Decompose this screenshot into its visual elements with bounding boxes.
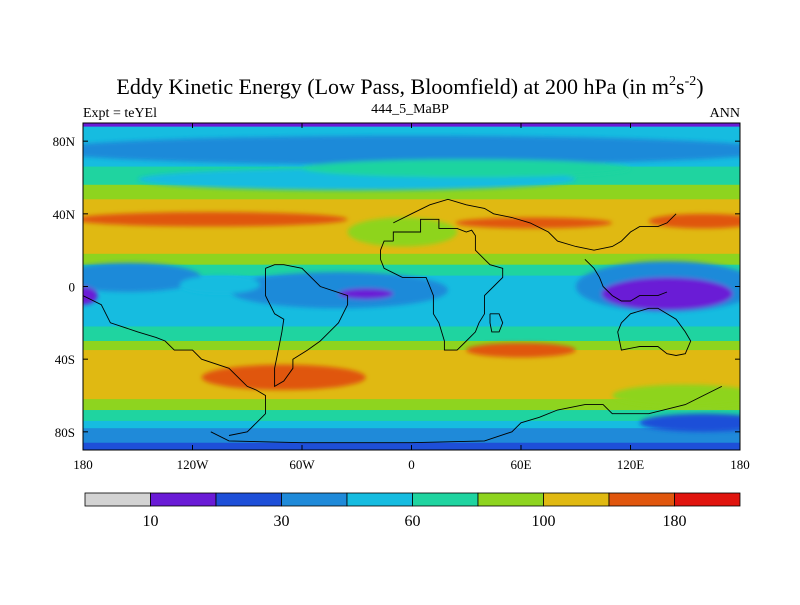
band-south-midlat (83, 399, 740, 411)
colorbar-swatch (215, 492, 282, 507)
coastline-south-america-outline (265, 264, 349, 388)
x-tick-label: 180 (730, 457, 750, 472)
band-south-tropics (83, 326, 740, 342)
colorbar-swatch (84, 492, 151, 507)
y-tick-label: 40S (55, 352, 75, 367)
x-tick-label: 180 (73, 457, 93, 472)
coastlines (83, 198, 723, 444)
coastline-eurasia-edge (393, 198, 677, 251)
x-axis-ticks: 180 120W 60W 0 60E 120E 180 (73, 123, 750, 472)
blob-south-yellow-east (612, 384, 740, 407)
band-southern-ocean (83, 420, 740, 429)
chart-subtitle: 444_5_MaBP (371, 102, 449, 117)
blob-south-blue-east (639, 413, 740, 432)
colorbar-swatch (150, 492, 217, 507)
contour-plot-area (83, 123, 740, 450)
chart-title: Eddy Kinetic Energy (Low Pass, Bloomfiel… (116, 74, 703, 99)
blob-south-max-west (201, 364, 366, 391)
y-axis-ticks: 80N 40N 0 40S 80S (53, 134, 740, 440)
coastline-africa-outline (380, 218, 504, 351)
x-tick-label: 0 (408, 457, 415, 472)
y-tick-label: 80S (55, 425, 75, 440)
band-antarctic-coast (83, 428, 740, 444)
blob-tropics-purple-west (83, 286, 98, 305)
coastline-madagascar (489, 313, 504, 333)
blob-polar-jet-blue (83, 135, 740, 165)
band-north-tropics (83, 264, 740, 277)
blob-tropics-blue-mid (229, 271, 448, 309)
colorbar-swatch (608, 492, 675, 507)
coastline-antarctica-edge (210, 385, 723, 444)
blob-tropics-purple-mid (338, 288, 394, 300)
x-tick-label: 120W (177, 457, 210, 472)
colorbar-swatch (543, 492, 610, 507)
blob-south-max-mid (466, 342, 576, 358)
coastline-north-america-edge (83, 295, 266, 436)
colorbar-swatch (674, 492, 741, 507)
x-tick-label: 60E (511, 457, 532, 472)
colorbar: 10 30 60 100 180 (84, 492, 741, 530)
coastline-australia-outline (617, 307, 692, 356)
colorbar-label: 30 (274, 513, 290, 530)
blob-north-max-east (455, 217, 613, 229)
band-south-high (83, 410, 740, 422)
colorbar-swatch (412, 492, 479, 507)
colorbar-label: 100 (532, 513, 556, 530)
blob-north-max-dateline (648, 213, 740, 229)
colorbar-swatch (346, 492, 413, 507)
y-tick-label: 0 (69, 280, 76, 295)
coastline-southeast-asia (584, 258, 668, 302)
band-north-subtropics (83, 253, 740, 266)
colorbar-label: 180 (663, 513, 687, 530)
blob-tropics-cyan-patch (179, 275, 261, 294)
contour-blobs (83, 135, 740, 432)
experiment-label: Expt = teYEl (83, 106, 157, 121)
blob-north-green-ridge (302, 159, 631, 178)
colorbar-swatch (477, 492, 544, 507)
band-south-subtropics (83, 341, 740, 351)
blob-tropics-blue-west (83, 262, 202, 292)
y-tick-label: 40N (53, 207, 76, 222)
colorbar-swatch (281, 492, 348, 507)
season-label: ANN (710, 106, 740, 121)
blob-north-max-west (83, 212, 348, 227)
x-tick-label: 60W (289, 457, 315, 472)
colorbar-label: 10 (143, 513, 159, 530)
blob-tropics-purple-east (601, 277, 733, 311)
colorbar-label: 60 (405, 513, 421, 530)
y-tick-label: 80N (53, 134, 76, 149)
x-tick-label: 120E (617, 457, 645, 472)
